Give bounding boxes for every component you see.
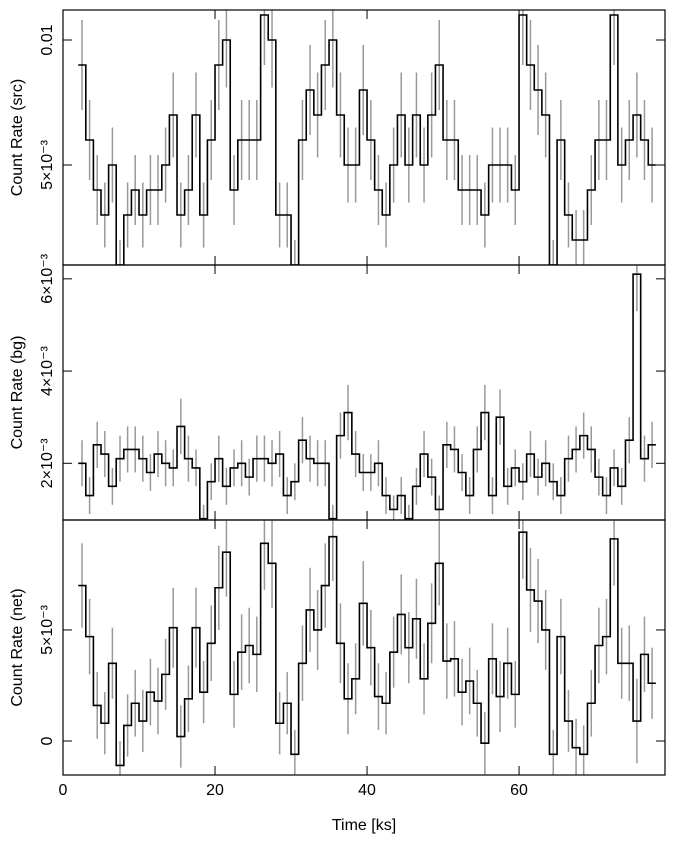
frame	[62, 519, 666, 776]
x-tick-label: 20	[206, 782, 224, 799]
y-tick-label: 0.01	[39, 24, 56, 55]
y-tick-label: 5×10⁻³	[39, 604, 56, 654]
y-tick-label: 0	[39, 736, 56, 745]
light-curve	[78, 531, 656, 767]
frame	[62, 9, 666, 266]
x-tick-label: 60	[510, 782, 528, 799]
plot-area	[78, 265, 656, 520]
light-curve	[78, 14, 656, 265]
light-curve	[78, 273, 656, 520]
y-axis-label: Count Rate (src)	[9, 79, 26, 196]
y-axis-label: Count Rate (bg)	[9, 336, 26, 450]
y-axis-label: Count Rate (net)	[9, 588, 26, 706]
x-tick-label: 40	[358, 782, 376, 799]
y-tick-label: 2×10⁻³	[39, 438, 56, 488]
y-tick-label: 6×10⁻³	[39, 253, 56, 303]
x-tick-label: 0	[59, 782, 68, 799]
plot-area	[78, 520, 656, 775]
frame	[62, 264, 666, 521]
y-tick-label: 4×10⁻³	[39, 345, 56, 395]
plot-area	[78, 10, 656, 265]
y-tick-label: 5×10⁻³	[39, 139, 56, 189]
x-axis-label: Time [ks]	[332, 817, 396, 834]
